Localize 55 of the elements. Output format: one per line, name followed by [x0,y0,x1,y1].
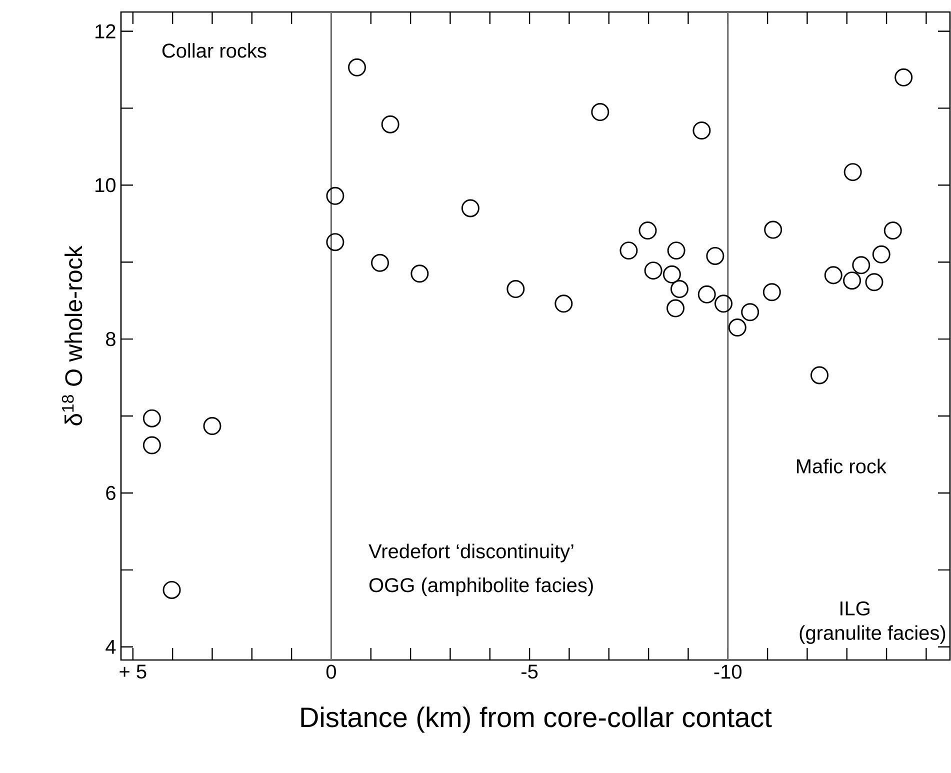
point [461,199,480,218]
x-tick-label: 0 [326,664,336,679]
y-tick-label: 12 [96,24,116,38]
point [371,254,390,272]
point [852,256,870,274]
y-tick-label: 4 [106,640,116,654]
point [670,280,688,298]
point [698,285,716,304]
point [506,280,525,298]
point [203,417,222,436]
annotation: OGG (amphibolite facies) [369,578,593,596]
point [666,299,685,318]
point [662,265,681,284]
y-tick-label: 6 [106,486,116,500]
x-tick-label: -10 [714,664,742,679]
x-axis-title: Distance (km) from core-collar contact [301,706,772,733]
point [142,409,161,428]
point [894,68,913,86]
point [667,242,686,260]
point [644,262,662,280]
point [706,246,724,265]
annotation: ILG [840,601,870,616]
point [728,318,746,337]
point [865,273,884,292]
y-tick-label: 8 [106,332,116,346]
point [591,103,610,122]
point [326,186,344,205]
point [620,242,638,260]
point [326,233,344,252]
point [824,266,842,284]
y-tick-label: 10 [96,178,116,192]
point [410,264,429,283]
point [764,220,782,239]
x-tick-label: + 5 [120,664,146,679]
point [741,303,760,322]
point [810,366,828,384]
y-axis-title: δ$^{18}$ O whole-rock [62,246,82,426]
point [884,222,902,240]
annotation: Collar rocks [162,43,266,58]
point [348,58,366,76]
point [638,222,657,240]
point [692,122,711,140]
point [872,245,890,264]
point [162,580,181,599]
point [142,436,161,454]
point [381,115,400,134]
annotation: Vredefort ‘discontinuity’ [368,544,574,562]
point [762,283,781,302]
point [843,272,862,290]
point [844,163,862,182]
annotation: Mafic rock [796,458,886,474]
annotation: (granulite facies) [800,625,946,644]
point [554,294,573,313]
x-tick-label: -5 [522,664,538,679]
point [714,294,733,313]
